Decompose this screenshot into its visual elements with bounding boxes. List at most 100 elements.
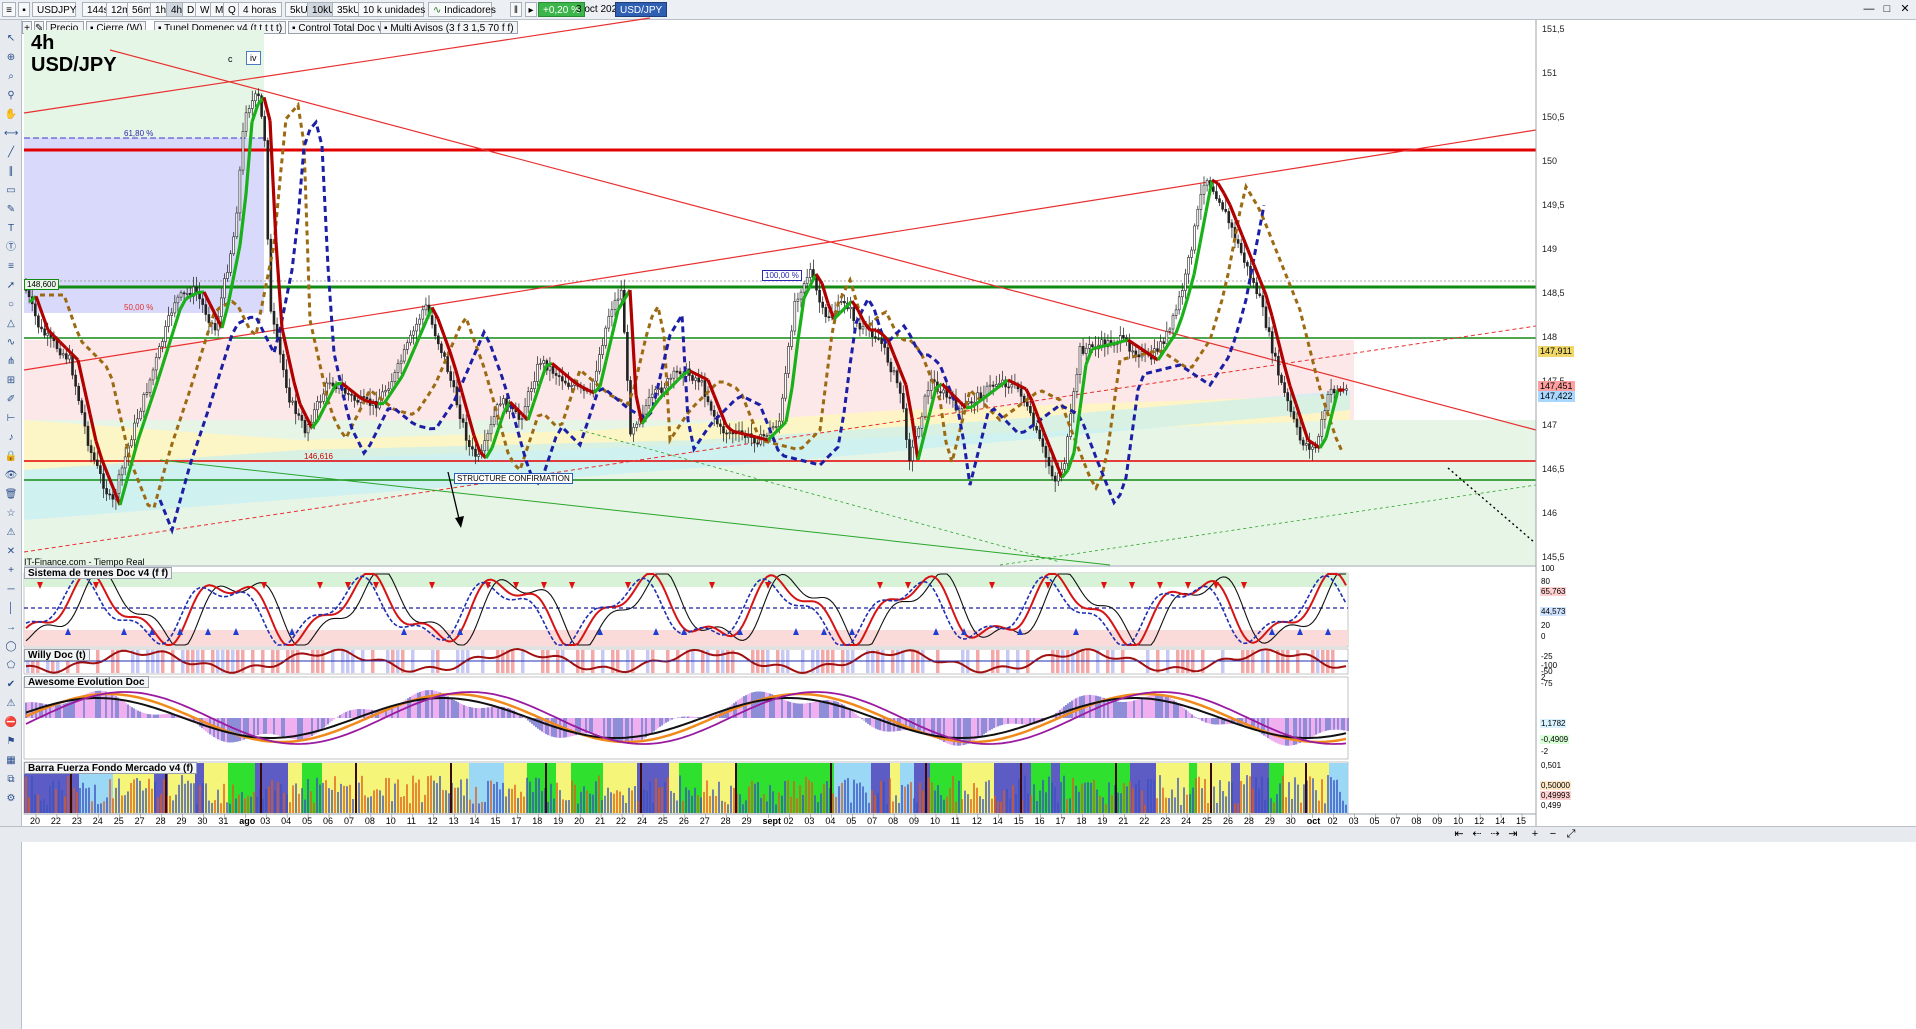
pause-icon[interactable]: ‖: [510, 2, 522, 17]
ma-main-segment: [743, 432, 751, 438]
ma-main-segment: [34, 295, 44, 314]
plus-icon[interactable]: +: [8, 565, 14, 576]
candle-body: [108, 493, 111, 496]
cross-icon[interactable]: ✕: [6, 546, 16, 557]
rect-icon[interactable]: ▭: [6, 185, 16, 196]
scroll-start-icon[interactable]: ⇤: [1454, 828, 1464, 840]
ma-main-segment: [886, 339, 896, 356]
ma-main-segment: [371, 400, 379, 406]
ma-main-segment: [1127, 338, 1135, 346]
settings-icon[interactable]: ⚙: [6, 793, 16, 804]
ma-main-segment: [652, 397, 662, 407]
candle-body: [1187, 257, 1190, 275]
candle-body: [697, 377, 701, 383]
change-badge: +0,20 %: [538, 2, 585, 17]
ma-main-segment: [1048, 446, 1058, 464]
interval-144s[interactable]: 144s: [82, 2, 114, 17]
trendline-dashed-red[interactable]: [23, 325, 1537, 553]
fit-icon[interactable]: ⤢: [1566, 828, 1576, 840]
period-select[interactable]: 4 horas: [238, 2, 282, 17]
interval-w[interactable]: W: [195, 2, 215, 17]
zoom-in-icon[interactable]: +: [1531, 828, 1539, 840]
candle-body: [1270, 331, 1274, 354]
trendline-green[interactable]: [159, 459, 1111, 566]
fib-icon[interactable]: ≡: [8, 261, 14, 272]
measure-icon[interactable]: ⊢: [6, 413, 16, 424]
indicators-button[interactable]: ∿ Indicadores: [428, 2, 496, 17]
panel-title-awesome[interactable]: Awesome Evolution Doc: [24, 676, 149, 688]
label-icon[interactable]: Ⓣ: [6, 242, 16, 253]
scroll-left-icon[interactable]: ⇠: [1472, 828, 1482, 840]
clone-icon[interactable]: ⧉: [7, 774, 15, 785]
hand-icon[interactable]: ✋: [4, 109, 18, 120]
close-icon[interactable]: ✕: [1900, 3, 1910, 15]
gann-icon[interactable]: ⊞: [6, 375, 16, 386]
units-select[interactable]: 10 k unidades: [358, 2, 425, 17]
trendline-green-dashed[interactable]: [999, 484, 1537, 566]
candle-body: [297, 413, 301, 416]
vline-icon[interactable]: │: [7, 603, 15, 614]
indicator-control-total[interactable]: ▪ Control Total Doc v.6: [288, 21, 395, 34]
ellipse-icon[interactable]: ◯: [5, 641, 17, 652]
warning-icon[interactable]: ⚠: [6, 698, 16, 709]
cursor-icon[interactable]: ↖: [6, 33, 16, 44]
poly-icon[interactable]: ⬠: [6, 660, 16, 671]
maximize-icon[interactable]: □: [1883, 3, 1891, 15]
pen-icon[interactable]: ✎: [6, 204, 16, 215]
zoom-out-icon[interactable]: −: [1549, 828, 1557, 840]
candle-body: [1010, 384, 1014, 388]
check-icon[interactable]: ✔: [6, 679, 16, 690]
text-icon[interactable]: T: [7, 223, 15, 234]
alert-icon[interactable]: ⚠: [6, 527, 16, 538]
note-icon[interactable]: ♪: [8, 432, 14, 443]
star-icon[interactable]: ☆: [6, 508, 16, 519]
zoom-icon[interactable]: ⊕: [6, 52, 16, 63]
grid-icon[interactable]: ▦: [6, 755, 16, 766]
hline-icon[interactable]: ─: [7, 584, 15, 595]
channel-icon[interactable]: ∥: [8, 166, 14, 177]
candle-body: [167, 315, 170, 327]
flag-icon[interactable]: ⚑: [6, 736, 16, 747]
ray-icon[interactable]: →: [6, 622, 16, 633]
trendline-up-top[interactable]: [23, 17, 651, 114]
play-icon[interactable]: ▸: [525, 2, 537, 17]
interval-56m[interactable]: 56m: [127, 2, 157, 17]
minimize-icon[interactable]: —: [1863, 3, 1875, 15]
triangle-icon[interactable]: △: [7, 318, 15, 329]
panel-title-willy[interactable]: Willy Doc (t): [24, 649, 90, 661]
ma-main-segment: [977, 396, 985, 404]
small-iv-label[interactable]: iv: [246, 51, 261, 65]
buy-signal-icon: [1073, 628, 1079, 635]
magnet-icon[interactable]: ⚲: [7, 90, 15, 101]
structure-label[interactable]: STRUCTURE CONFIRMATION: [454, 473, 573, 484]
zoom-area-icon[interactable]: ⌕: [8, 71, 14, 82]
indicator-multi-avisos[interactable]: ▪ Multi Avisos (3 f 3 1,5 70 f f): [380, 21, 518, 34]
wave-icon[interactable]: ∿: [6, 337, 16, 348]
circle-icon[interactable]: ○: [7, 299, 15, 310]
scroll-end-icon[interactable]: ⇥: [1508, 828, 1518, 840]
trendline-down[interactable]: [109, 49, 1537, 431]
ruler-icon[interactable]: ⟷: [4, 128, 19, 139]
source-label: IT-Finance.com - Tiempo Real: [24, 557, 145, 567]
trash-icon[interactable]: 🗑: [4, 489, 18, 500]
app-menu-icon[interactable]: ≡: [2, 2, 16, 17]
trenes-black-line: [25, 573, 1346, 646]
panel-title-trenes[interactable]: Sistema de trenes Doc v4 (f f): [24, 567, 173, 579]
trendline-green-dashed-2[interactable]: [579, 429, 1061, 563]
brush-icon[interactable]: ✐: [6, 394, 16, 405]
line-icon[interactable]: ╱: [7, 147, 15, 158]
panel-title-barra[interactable]: Barra Fuerza Fondo Mercado v4 (f): [24, 762, 198, 774]
pin-icon[interactable]: ▪: [18, 2, 30, 17]
scroll-right-icon[interactable]: ⇢: [1490, 828, 1500, 840]
eye-icon[interactable]: 👁: [4, 470, 18, 481]
candle-body: [498, 403, 502, 406]
lock-icon[interactable]: 🔒: [4, 451, 18, 462]
stop-icon[interactable]: ⛔: [4, 717, 18, 728]
buy-signal-icon: [933, 628, 939, 635]
barra-block: [370, 763, 387, 813]
instrument-label: USD/JPY: [31, 54, 117, 76]
pitchfork-icon[interactable]: ⋔: [6, 356, 16, 367]
symbol-select[interactable]: USDJPY: [32, 2, 76, 17]
arrow-icon[interactable]: ➚: [6, 280, 16, 291]
